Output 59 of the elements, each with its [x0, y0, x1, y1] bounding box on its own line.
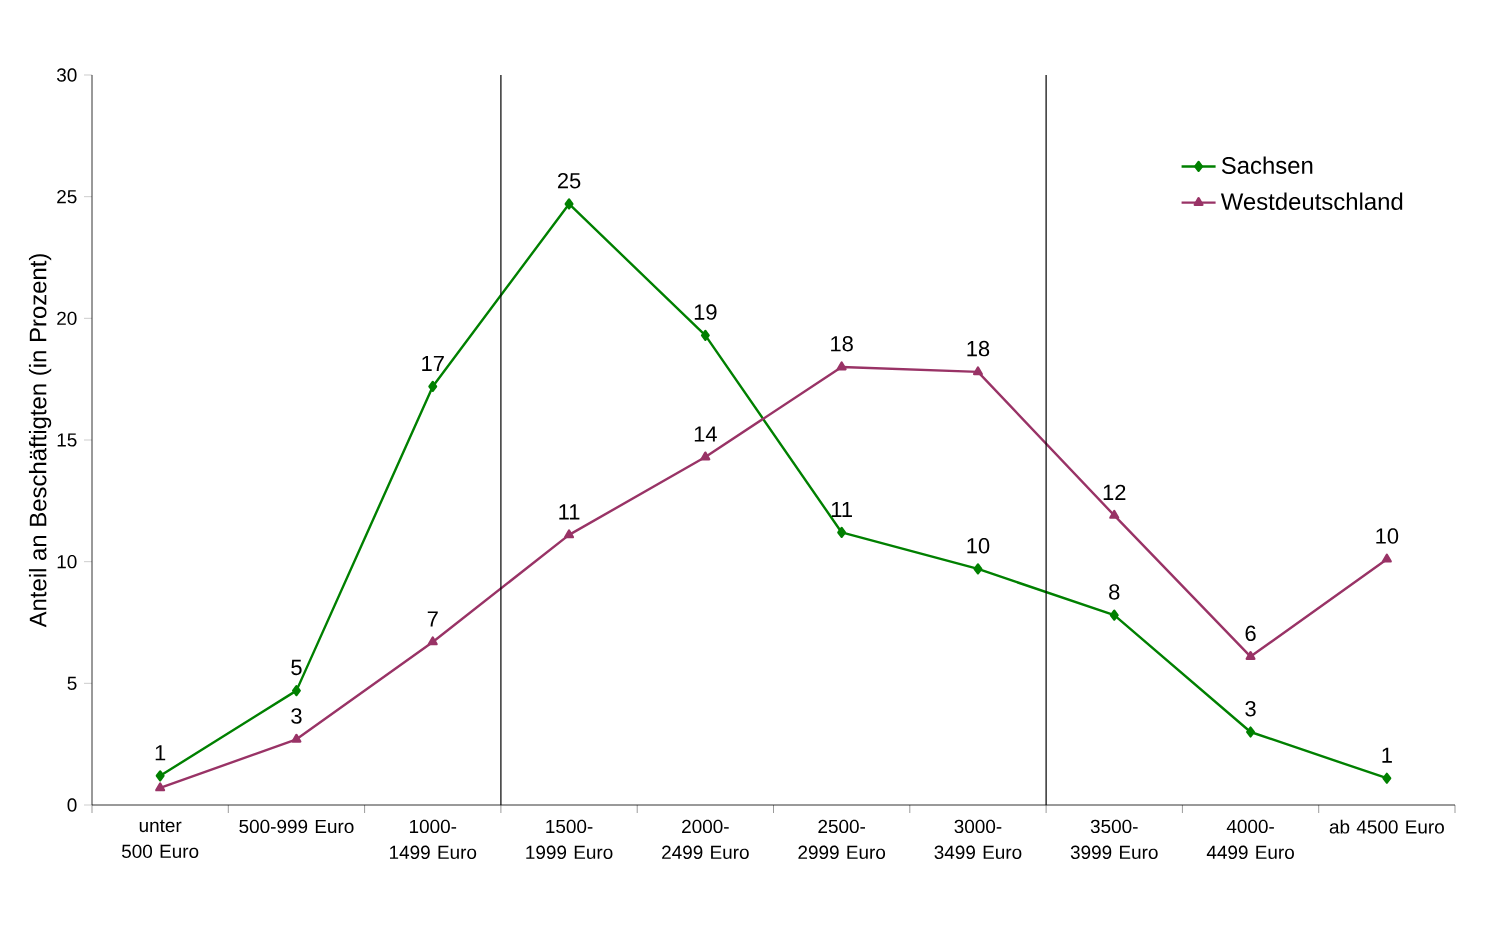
data-label: 6	[1245, 625, 1256, 642]
x-tick-label: 3000-3499 Euro	[934, 819, 1022, 860]
point	[427, 636, 438, 646]
x-tick-label: 2000-2499 Euro	[662, 819, 749, 860]
x-tick-label: 2500-2999 Euro	[798, 819, 886, 860]
y-tick-label: 15	[57, 433, 77, 447]
x-tick-label: 1000-1499 Euro	[389, 819, 477, 860]
point	[1109, 609, 1119, 621]
point	[155, 770, 165, 782]
x-tick-label: unter 500 Euro	[121, 819, 199, 859]
point	[155, 782, 166, 792]
point	[700, 451, 711, 461]
data-label: 3	[291, 708, 302, 724]
point	[700, 329, 710, 341]
y-axis-title: Anteil an Beschäftigten (in Prozent)	[28, 254, 52, 628]
x-tick-label: ab 4500 Euro	[1329, 819, 1444, 834]
x-tick-label: 3500-3999 Euro	[1070, 819, 1158, 860]
data-label: 10	[1376, 528, 1399, 544]
data-label: 8	[1109, 584, 1120, 600]
x-tick-label: 4000-4499 Euro	[1206, 819, 1294, 860]
data-label: 17	[422, 355, 444, 371]
x-tick-label: 1500-1999 Euro	[526, 819, 613, 860]
data-label: 1	[155, 745, 166, 761]
legend-label: Sachsen	[1221, 156, 1313, 174]
x-tick-label: 500-999 Euro	[239, 819, 354, 834]
point	[973, 563, 983, 575]
point	[1381, 553, 1392, 563]
y-tick-label: 5	[67, 676, 77, 690]
y-tick-label: 25	[57, 189, 77, 204]
y-tick-label: 0	[67, 798, 77, 812]
data-label: 19	[694, 304, 717, 320]
point	[1245, 650, 1256, 660]
data-label: 25	[557, 172, 581, 189]
point	[837, 526, 847, 539]
point	[564, 529, 575, 539]
data-label: 7	[427, 611, 438, 627]
data-label: 3	[1245, 701, 1256, 717]
point	[1109, 509, 1120, 519]
data-label: 5	[291, 659, 302, 676]
data-label: 1	[1382, 747, 1392, 763]
data-label: 11	[559, 504, 580, 520]
point	[1246, 726, 1256, 738]
point	[428, 380, 438, 393]
data-label: 10	[967, 537, 990, 554]
point	[836, 361, 847, 371]
data-label: 14	[694, 426, 717, 442]
data-label: 11	[831, 501, 852, 517]
y-tick-label: 20	[57, 311, 77, 326]
point	[291, 733, 302, 743]
y-tick-label: 10	[57, 554, 77, 569]
point	[564, 198, 574, 210]
point	[972, 366, 983, 376]
data-label: 12	[1103, 484, 1126, 500]
data-label: 18	[967, 340, 990, 357]
data-label: 18	[831, 336, 853, 352]
y-tick-label: 30	[56, 68, 77, 82]
legend-label: Westdeutschland	[1220, 192, 1403, 211]
point	[291, 685, 301, 697]
point	[1382, 772, 1392, 784]
